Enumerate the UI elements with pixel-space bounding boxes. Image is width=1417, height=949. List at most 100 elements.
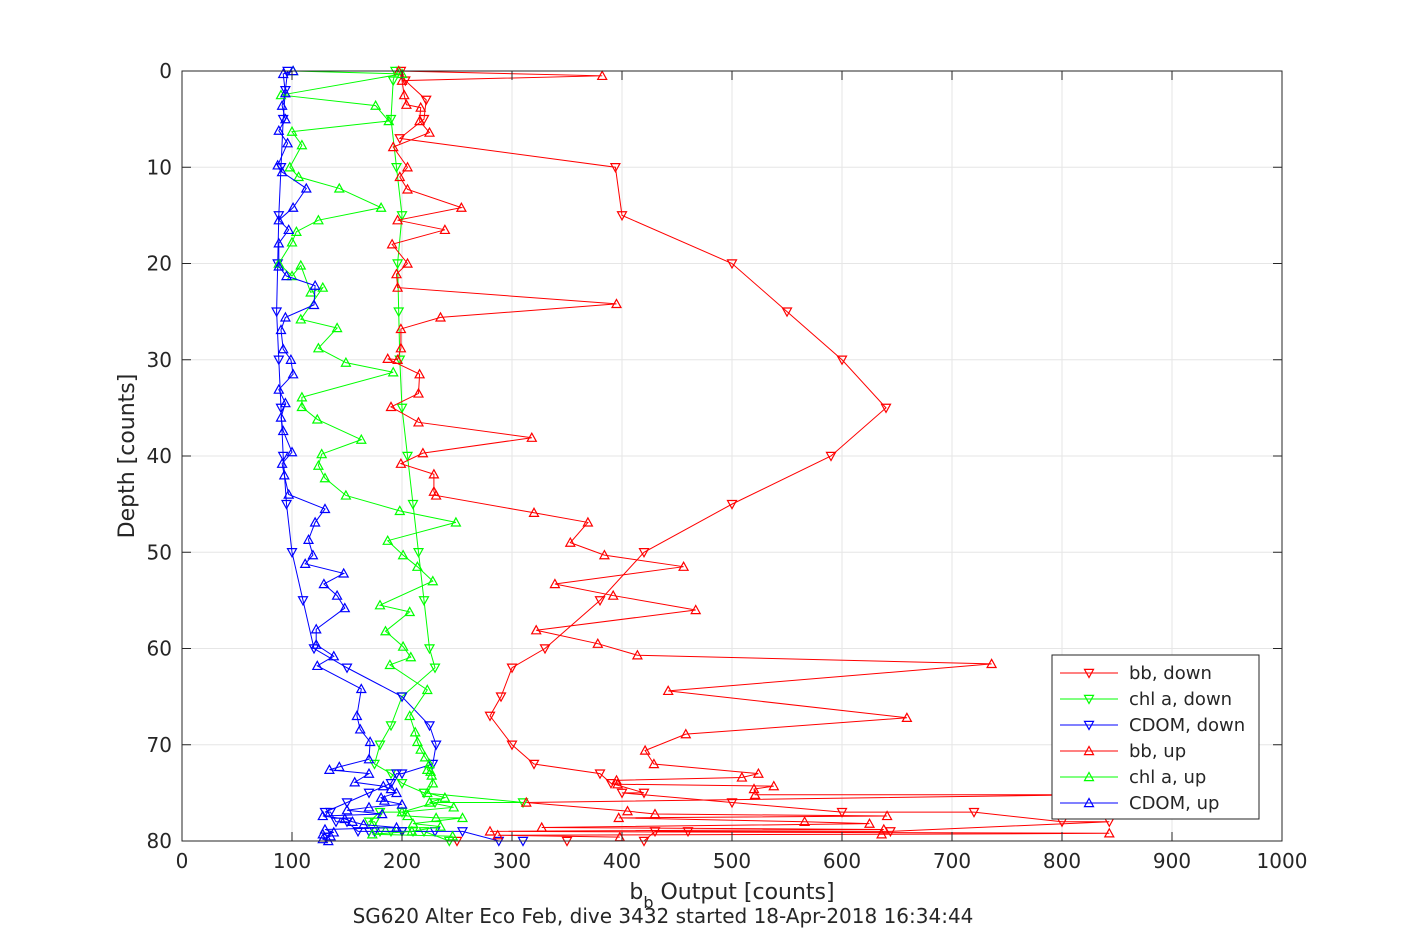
- data-point-cdom-up: [364, 736, 376, 747]
- data-point-bb-up: [392, 281, 404, 292]
- data-point-chl-a-down: [374, 807, 386, 818]
- data-point-cdom-up: [302, 534, 315, 544]
- legend-label: CDOM, down: [1129, 715, 1245, 736]
- data-point-chl-a-down: [401, 451, 414, 462]
- data-point-chl-a-down: [385, 769, 397, 780]
- data-point-cdom-up: [273, 260, 285, 271]
- legend-marker: [1083, 694, 1095, 705]
- data-point-chl-a-up: [419, 751, 431, 762]
- data-point-chl-a-down: [517, 798, 529, 809]
- data-point-cdom-up: [317, 833, 329, 844]
- data-point-chl-a-up: [415, 743, 427, 754]
- data-point-bb-up: [423, 126, 436, 137]
- data-point-chl-a-up: [295, 313, 307, 324]
- legend-label: chl a, up: [1129, 767, 1206, 788]
- data-point-chl-a-down: [396, 211, 408, 222]
- data-point-cdom-up: [339, 602, 351, 613]
- data-point-bb-down: [880, 403, 892, 414]
- y-tick-label: 50: [147, 540, 172, 564]
- data-point-chl-a-up: [382, 534, 394, 545]
- data-point-chl-a-up: [394, 505, 406, 516]
- data-point-chl-a-up: [331, 322, 343, 333]
- data-point-cdom-up: [276, 99, 288, 110]
- legend-item-cdom-down: CDOM, down: [1060, 715, 1245, 736]
- data-point-chl-a-up: [311, 413, 323, 424]
- data-point-cdom-up: [272, 159, 284, 170]
- data-point-chl-a-up: [421, 684, 433, 695]
- data-point-chl-a-up: [404, 606, 416, 617]
- data-point-chl-a-up: [401, 810, 414, 821]
- data-point-bb-up: [401, 183, 414, 194]
- data-point-cdom-up: [283, 224, 295, 235]
- data-point-cdom-up: [349, 776, 361, 787]
- data-point-bb-up: [484, 825, 496, 836]
- data-point-cdom-up: [309, 516, 321, 527]
- data-point-chl-a-down: [396, 779, 408, 789]
- data-point-chl-a-up: [423, 758, 436, 769]
- data-point-bb-up: [528, 507, 540, 517]
- data-point-cdom-up: [390, 821, 403, 832]
- data-point-chl-a-up: [409, 726, 421, 737]
- data-point-chl-a-up: [275, 89, 287, 100]
- chart-caption: SG620 Alter Eco Feb, dive 3432 started 1…: [353, 904, 974, 928]
- data-point-cdom-down: [456, 827, 469, 838]
- data-point-cdom-up: [385, 783, 397, 794]
- data-point-bb-up: [526, 431, 538, 442]
- data-point-cdom-up: [277, 68, 289, 79]
- data-point-cdom-up: [318, 578, 330, 589]
- data-point-bb-up: [613, 812, 625, 823]
- data-point-cdom-up: [283, 488, 295, 499]
- data-point-cdom-down: [427, 759, 439, 770]
- data-point-chl-a-up: [295, 259, 307, 270]
- data-point-chl-a-up: [396, 806, 408, 817]
- data-point-chl-a-up: [397, 549, 409, 560]
- data-point-cdom-down: [297, 596, 309, 607]
- x-tick-label: 400: [603, 849, 641, 873]
- x-tick-label: 100: [273, 849, 311, 873]
- data-point-bb-up: [610, 298, 623, 309]
- legend-marker: [1083, 771, 1095, 782]
- data-point-cdom-down: [273, 355, 285, 366]
- data-point-cdom-down: [271, 307, 283, 318]
- data-point-chl-a-down: [423, 644, 436, 655]
- data-point-cdom-up: [378, 794, 390, 805]
- data-point-cdom-up: [299, 558, 311, 569]
- data-point-cdom-up: [310, 638, 322, 649]
- data-point-bb-up: [387, 141, 399, 152]
- data-point-bb-down: [616, 788, 628, 799]
- data-point-cdom-down: [277, 451, 289, 462]
- x-tick-label: 700: [933, 849, 971, 873]
- data-point-cdom-down: [341, 798, 353, 809]
- y-axis-label: Depth [counts]: [115, 374, 140, 539]
- series-chl-a-up: [273, 65, 469, 841]
- data-point-chl-a-up: [312, 459, 324, 470]
- data-point-cdom-up: [287, 201, 299, 212]
- data-point-cdom-up: [357, 818, 370, 829]
- data-point-cdom-up: [363, 767, 375, 778]
- series-line-cdom-up: [277, 70, 403, 842]
- legend-item-cdom-up: CDOM, up: [1060, 793, 1219, 814]
- data-point-bb-up: [392, 214, 404, 225]
- data-point-cdom-up: [276, 457, 288, 468]
- data-point-chl-a-up: [333, 182, 345, 193]
- data-point-cdom-up: [282, 137, 294, 148]
- data-point-chl-a-down: [385, 114, 397, 125]
- data-point-cdom-up: [363, 801, 375, 812]
- data-point-cdom-down: [324, 807, 337, 818]
- x-tick-label: 800: [1043, 849, 1081, 873]
- data-point-bb-up: [662, 685, 674, 696]
- data-point-chl-a-up: [427, 777, 439, 788]
- data-point-cdom-up: [333, 761, 345, 772]
- data-point-chl-a-up: [407, 817, 419, 828]
- data-point-chl-a-up: [397, 640, 409, 651]
- data-point-bb-down: [539, 644, 551, 655]
- data-point-cdom-up: [275, 411, 287, 422]
- data-point-bb-down: [484, 711, 496, 722]
- data-point-chl-a-up: [290, 226, 302, 236]
- data-point-bb-down: [781, 307, 793, 318]
- data-point-bb-down: [394, 134, 406, 145]
- data-point-bb-up: [736, 771, 748, 782]
- data-point-cdom-down: [286, 548, 298, 558]
- data-point-bb-up: [439, 224, 451, 235]
